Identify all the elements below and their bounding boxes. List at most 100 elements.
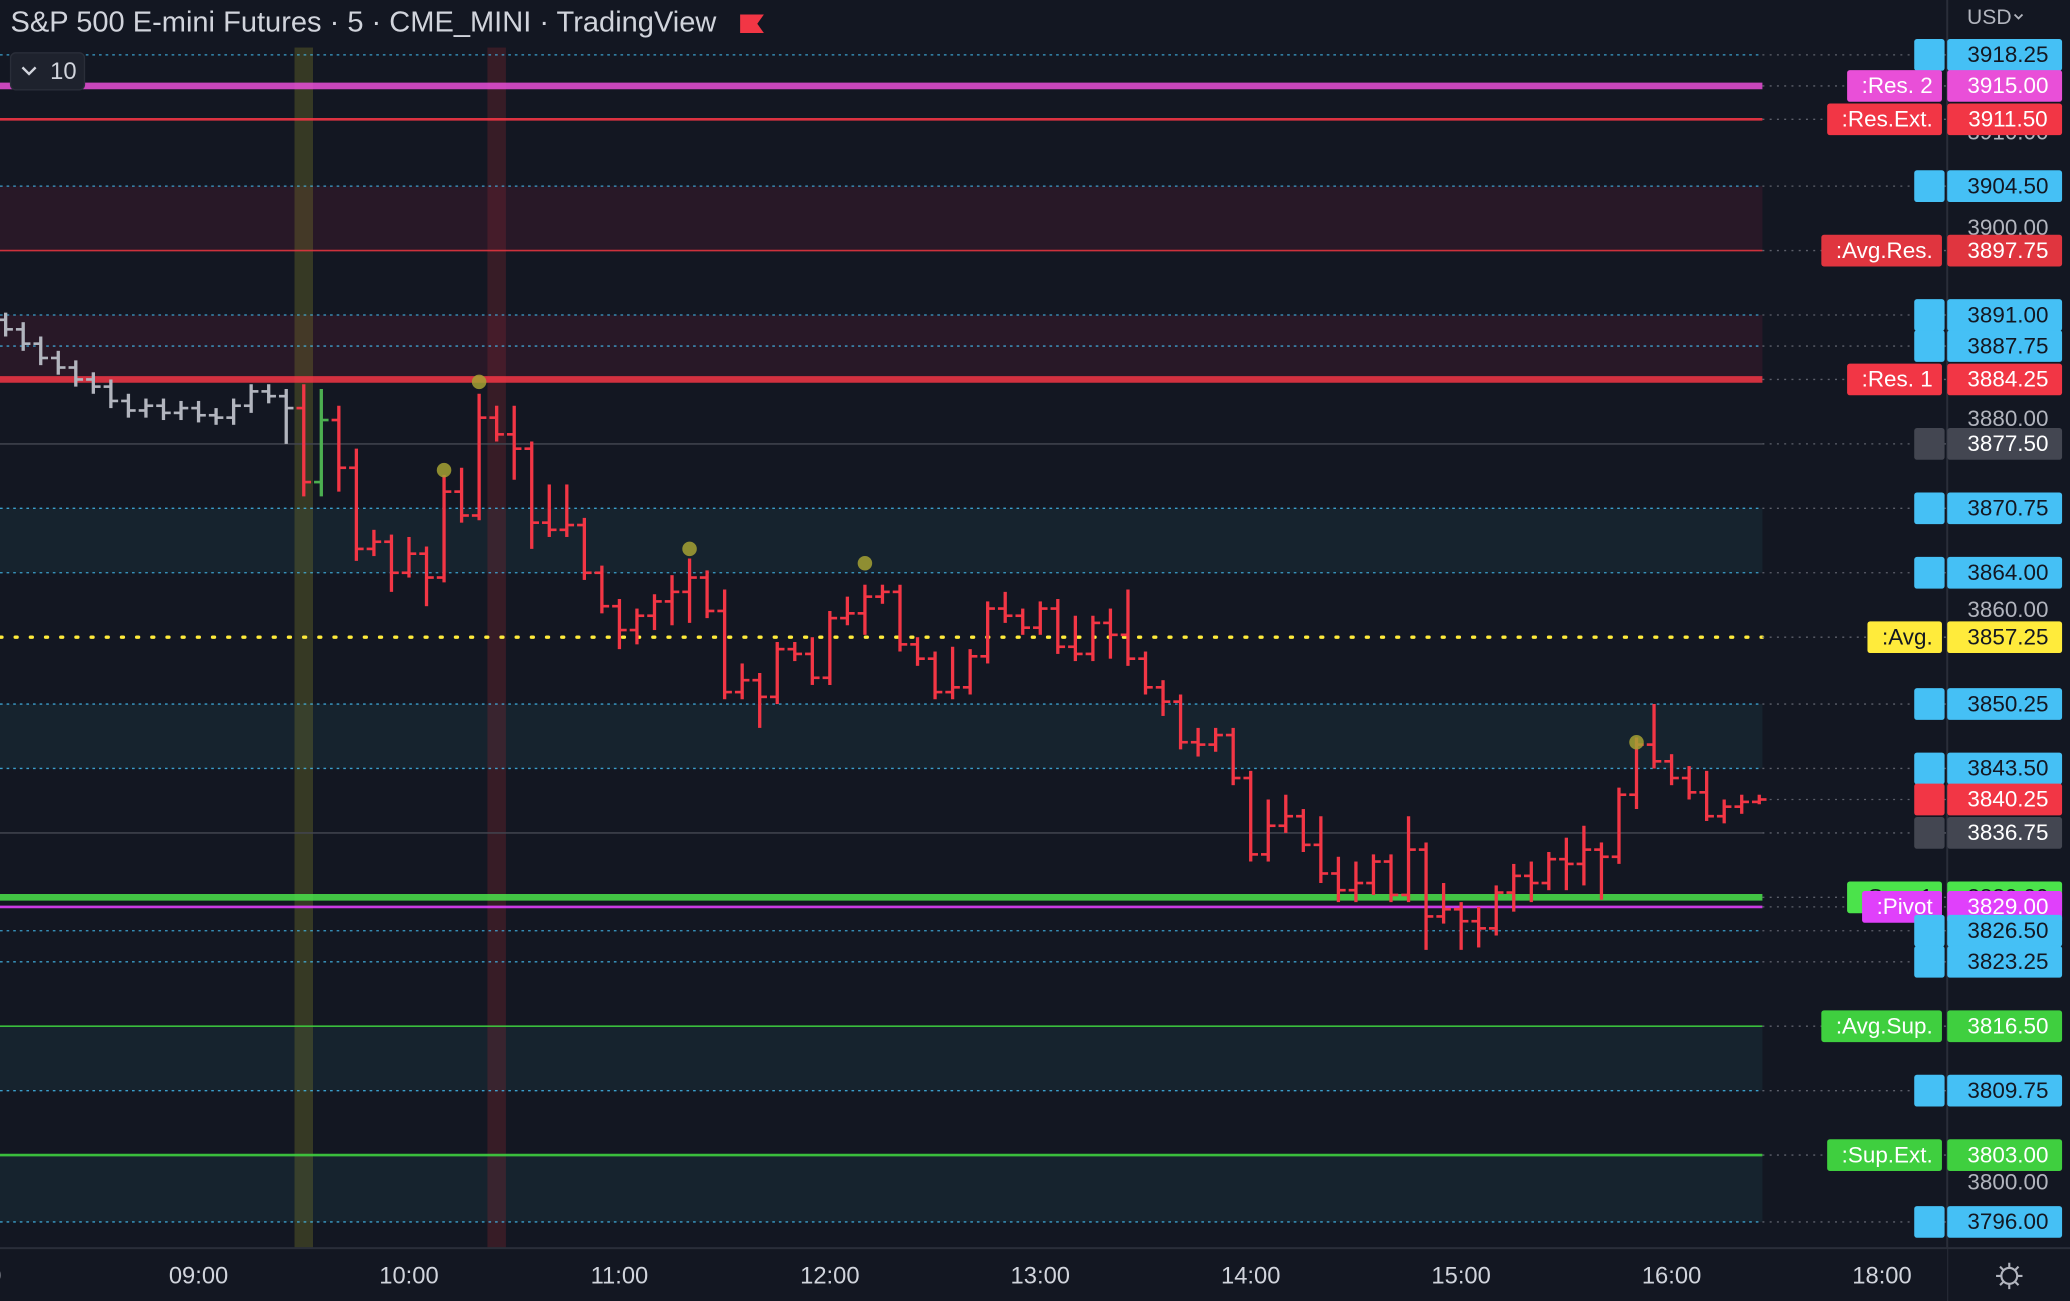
flag-icon[interactable] [740,14,764,34]
price-tag [1947,1074,2063,1107]
price-tag-label: 3918.25 [1967,42,2048,67]
level-name: :Avg. [1882,624,1933,649]
chevron-icon [21,66,37,76]
price-tag-label: 3836.75 [1967,820,2048,845]
bars [0,312,1767,950]
zone [0,508,1763,573]
price-tag-label: 3904.50 [1967,173,2048,198]
price-tags: 3918.25 3915.00 :Res. 2 3911.50 :Res.Ext. 390… [1821,39,2063,1238]
level-name: :Res. 1 [1862,367,1933,392]
price-tag-label: 3823.25 [1967,949,2048,974]
price-tag [1947,783,2063,816]
level-name: :Res.Ext. [1842,107,1933,132]
gear-teeth [1996,1262,2023,1290]
price-tag [1947,170,2063,203]
x-tick-label: 11:00 [591,1263,649,1290]
y-tick-label: 3860.00 [1967,597,2048,622]
x-tick-label: 15:00 [1431,1263,1490,1290]
price-tag [1947,817,2063,849]
level-name: :Avg.Res. [1836,238,1933,263]
price-tag [1947,1206,2063,1238]
price-tag-label: 3915.00 [1967,73,2048,98]
price-tag [1947,1139,2063,1171]
level-stub [1914,39,1945,71]
marker [857,555,873,571]
currency-menu[interactable]: USD [1967,6,2024,29]
price-tag [1947,1010,2063,1043]
price-tag [1947,914,2063,947]
level-name-tag [1821,1010,1942,1043]
x-tick-label: 13:00 [1011,1263,1070,1290]
price-tag [1947,556,2063,589]
price-tag [1947,688,2063,720]
x-tick-label: 16:00 [1642,1263,1701,1290]
session-highlight [487,47,506,1249]
session-highlight [294,47,314,1249]
level-stub [1914,817,1945,849]
indicator-toggle[interactable]: 10 [9,52,86,91]
price-tag-label: 3864.00 [1967,560,2048,585]
price-tag [1947,945,2063,978]
price-tag [1947,752,2063,785]
zone [0,1026,1763,1091]
chart-title: S&P 500 E-mini Futures · 5 · CME_MINI · … [11,6,718,38]
level-stub [1914,492,1945,525]
price-tag-label: 3887.75 [1967,333,2048,358]
price-tag-label: 3843.50 [1967,756,2048,781]
price-tag [1947,492,2063,525]
settings-button[interactable] [1996,1262,2023,1290]
price-tag-label: 3840.25 [1967,787,2048,812]
price-tag-label: 3796.00 [1967,1209,2048,1234]
time-axis: 00 09:00 10:00 11:00 12:00 13:00 14:00 15:00 16:… [0,1247,2070,1301]
zone [0,1155,1763,1222]
price-tag-label: 3816.50 [1967,1013,2048,1038]
price-tag [1947,621,2063,654]
level-stub [1914,1074,1945,1107]
zones [0,47,1763,1249]
marker [471,374,487,390]
y-tick-label: 3880.00 [1967,406,2048,431]
currency[interactable]: USD [1967,6,2012,29]
marker [682,541,697,557]
zone [0,315,1763,380]
price-tag [1947,428,2063,460]
price-tag [1947,70,2063,102]
x-tick-label: 12:00 [800,1263,859,1290]
price-tag-label: 3897.75 [1967,238,2048,263]
caret-icon [2013,13,2024,20]
level-name: :Sup.Ext. [1842,1142,1933,1167]
level-name-tag [1821,234,1942,267]
price-tag [1947,891,2063,923]
price-tag-label: 3891.00 [1967,302,2048,327]
price-tag-label: 3884.25 [1967,367,2048,392]
x-tick-label: 00 [0,1263,1,1290]
price-tag [1947,299,2063,331]
y-tick-label: 3800.00 [1967,1170,2048,1195]
level-stub [1914,170,1945,203]
x-tick-label: 09:00 [169,1263,228,1290]
level-stub [1914,330,1945,362]
level-name: :Avg.Sup. [1836,1013,1933,1038]
price-tag [1947,103,2063,136]
price-tag-label: 3850.25 [1967,691,2048,716]
level-name: :Res. 2 [1862,73,1933,98]
level-name-tag [1827,1139,1942,1171]
level-stub [1914,299,1945,331]
x-tick-label: 10:00 [379,1263,438,1290]
level-stub [1914,1206,1945,1238]
toggle-box[interactable] [9,52,86,91]
level-stub [1914,783,1945,816]
indicator-count: 10 [50,58,76,85]
price-tag-label: 3911.50 [1968,107,2047,132]
time-axis-bg [0,1248,1948,1301]
level-name-tag [1847,70,1942,102]
zone [0,704,1763,769]
level-stub [1914,914,1945,947]
price-tag [1947,363,2063,396]
x-tick-label: 18:00 [1852,1263,1911,1290]
price-tag-label: 3803.00 [1967,1142,2048,1167]
marker [436,462,452,478]
price-tag [1947,234,2063,267]
